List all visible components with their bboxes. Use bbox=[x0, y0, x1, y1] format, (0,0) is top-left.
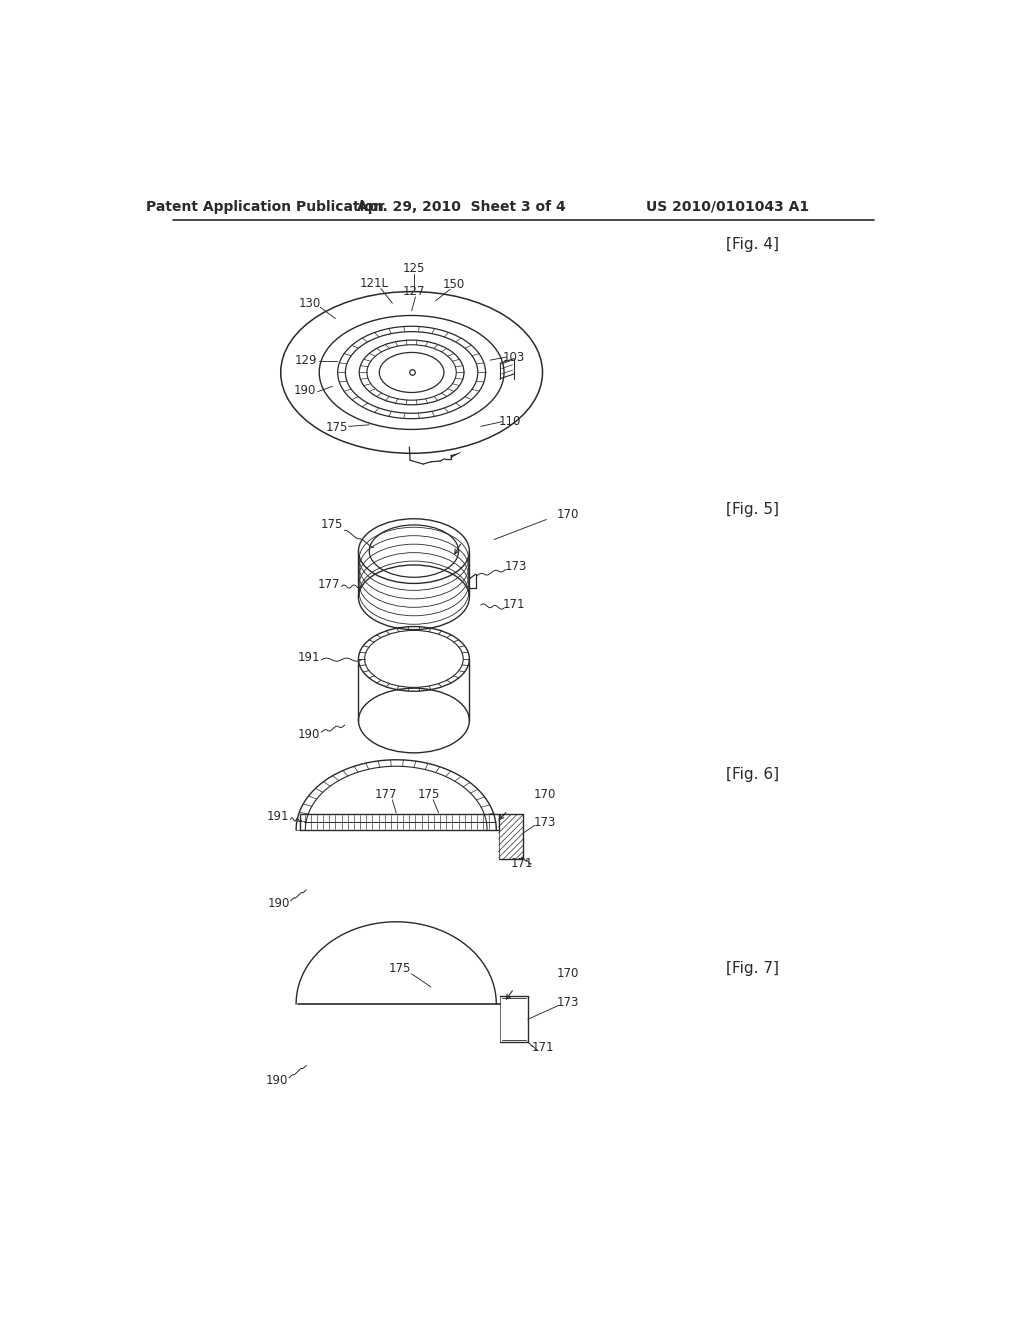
Text: 191: 191 bbox=[298, 651, 321, 664]
Text: Apr. 29, 2010  Sheet 3 of 4: Apr. 29, 2010 Sheet 3 of 4 bbox=[357, 199, 566, 214]
Text: 173: 173 bbox=[505, 560, 526, 573]
Text: 175: 175 bbox=[322, 519, 343, 532]
Text: [Fig. 7]: [Fig. 7] bbox=[726, 961, 779, 975]
Text: 191: 191 bbox=[267, 810, 290, 824]
Text: 190: 190 bbox=[267, 898, 290, 911]
Text: 177: 177 bbox=[375, 788, 397, 801]
Text: 190: 190 bbox=[298, 727, 321, 741]
Text: [Fig. 6]: [Fig. 6] bbox=[726, 767, 779, 781]
Text: 103: 103 bbox=[503, 351, 525, 363]
Text: 175: 175 bbox=[418, 788, 440, 801]
Text: 173: 173 bbox=[534, 816, 556, 829]
Text: 170: 170 bbox=[534, 788, 556, 801]
Text: 127: 127 bbox=[402, 285, 425, 298]
Text: Patent Application Publication: Patent Application Publication bbox=[146, 199, 384, 214]
Text: 175: 175 bbox=[326, 421, 348, 434]
Text: 190: 190 bbox=[265, 1074, 288, 1088]
Text: 130: 130 bbox=[299, 297, 322, 310]
Text: 171: 171 bbox=[532, 1041, 555, 1055]
Text: 121L: 121L bbox=[359, 277, 388, 290]
Text: 125: 125 bbox=[402, 261, 425, 275]
Text: 190: 190 bbox=[294, 384, 315, 397]
Text: 170: 170 bbox=[557, 508, 580, 521]
Text: 173: 173 bbox=[557, 995, 580, 1008]
Text: 177: 177 bbox=[318, 578, 340, 591]
Text: 175: 175 bbox=[389, 962, 412, 975]
Text: 129: 129 bbox=[295, 354, 317, 367]
Text: 170: 170 bbox=[557, 966, 580, 979]
Text: 171: 171 bbox=[503, 598, 525, 611]
Text: US 2010/0101043 A1: US 2010/0101043 A1 bbox=[646, 199, 809, 214]
Text: [Fig. 4]: [Fig. 4] bbox=[726, 238, 779, 252]
Text: 171: 171 bbox=[511, 857, 532, 870]
Text: 110: 110 bbox=[499, 416, 520, 428]
Text: 150: 150 bbox=[442, 279, 465, 292]
Text: [Fig. 5]: [Fig. 5] bbox=[726, 502, 779, 517]
